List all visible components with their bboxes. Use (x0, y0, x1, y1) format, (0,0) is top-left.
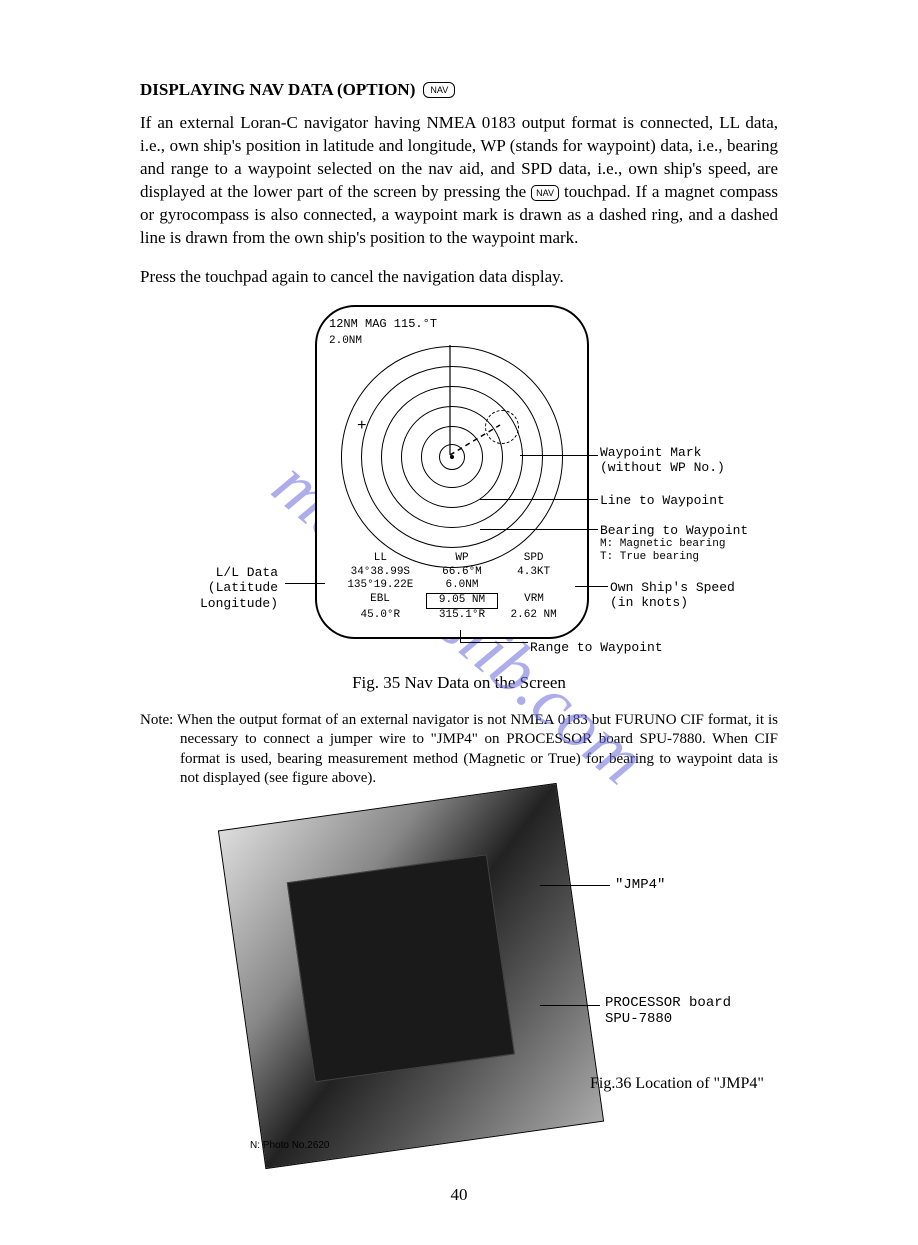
callout-text: Bearing to Waypoint (600, 523, 748, 539)
figure-36: "JMP4" PROCESSOR board SPU-7880 Fig.36 L… (140, 795, 780, 1175)
callout-range-waypoint: Range to Waypoint (530, 640, 663, 656)
processor-board-label: PROCESSOR board SPU-7880 (605, 995, 731, 1027)
note-paragraph: Note: When the output format of an exter… (140, 711, 778, 789)
center-value2: 315.1°R (427, 609, 497, 623)
board-inner (287, 854, 515, 1082)
wp-header: WP (427, 552, 497, 566)
leader-line (520, 455, 598, 456)
callout-text: L/L Data (200, 565, 278, 581)
callout-text: Own Ship's Speed (610, 580, 735, 596)
lat-value: 34°38.99S (340, 566, 420, 580)
leader-line (540, 885, 610, 886)
figure-36-caption: Fig.36 Location of "JMP4" (590, 1075, 764, 1093)
section-title: DISPLAYING NAV DATA (OPTION) (140, 80, 415, 100)
paragraph-1: If an external Loran-C navigator having … (140, 112, 778, 250)
radar-ring-interval: 2.0NM (329, 335, 362, 347)
callout-text: (in knots) (610, 595, 735, 611)
paragraph-2: Press the touchpad again to cancel the n… (140, 266, 778, 289)
leader-line (540, 1005, 600, 1006)
document-page: manualslib.com DISPLAYING NAV DATA (OPTI… (0, 0, 918, 1245)
leader-line (480, 529, 598, 530)
empty-cell (504, 579, 564, 593)
radar-range-heading: 12NM MAG 115.°T (329, 317, 437, 331)
vrm-value: 2.62 NM (504, 609, 564, 623)
callout-text: Longitude) (200, 596, 278, 612)
callout-text: (Latitude (200, 580, 278, 596)
label-text: SPU-7880 (605, 1011, 731, 1027)
spd-header: SPD (504, 552, 564, 566)
leader-line (460, 642, 528, 643)
callout-line-waypoint: Line to Waypoint (600, 493, 725, 509)
leader-line (480, 499, 598, 500)
center-value: 9.05 NM (426, 593, 498, 609)
range-value: 6.0NM (427, 579, 497, 593)
nav-data-block: LL WP SPD 34°38.99S 66.6°M 4.3KT 135°19.… (317, 552, 587, 623)
figure-35: 12NM MAG 115.°T 2.0NM + LL (140, 305, 780, 665)
speed-value: 4.3KT (504, 566, 564, 580)
callout-own-ship-speed: Own Ship's Speed (in knots) (610, 580, 735, 611)
leader-line (285, 583, 325, 584)
callout-subtext: T: True bearing (600, 551, 748, 564)
callout-ll-data: L/L Data (Latitude Longitude) (200, 565, 278, 612)
callout-waypoint-mark: Waypoint Mark (without WP No.) (600, 445, 725, 476)
leader-line (460, 630, 461, 642)
waypoint-mark-ring (485, 410, 519, 444)
callout-text: (without WP No.) (600, 460, 725, 476)
nav-badge-icon: NAV (423, 82, 455, 98)
inline-nav-badge-icon: NAV (531, 185, 559, 201)
processor-board-photo (218, 782, 604, 1168)
label-text: PROCESSOR board (605, 995, 731, 1011)
leader-line (575, 586, 608, 587)
callout-subtext: M: Magnetic bearing (600, 538, 748, 551)
ll-header: LL (340, 552, 420, 566)
photo-credit: N: Photo No.2620 (250, 1140, 330, 1151)
radar-screen: 12NM MAG 115.°T 2.0NM + LL (315, 305, 589, 639)
callout-text: Waypoint Mark (600, 445, 725, 461)
heading-row: DISPLAYING NAV DATA (OPTION) NAV (140, 80, 778, 100)
cursor-mark-icon: + (357, 417, 367, 435)
ebl-label: EBL (340, 593, 420, 609)
callout-bearing-waypoint: Bearing to Waypoint M: Magnetic bearing … (600, 523, 748, 565)
lon-value: 135°19.22E (340, 579, 420, 593)
bearing-value: 66.6°M (427, 566, 497, 580)
vrm-label: VRM (504, 593, 564, 609)
ebl-value: 45.0°R (340, 609, 420, 623)
jmp4-label: "JMP4" (615, 877, 665, 893)
figure-35-caption: Fig. 35 Nav Data on the Screen (140, 673, 778, 693)
